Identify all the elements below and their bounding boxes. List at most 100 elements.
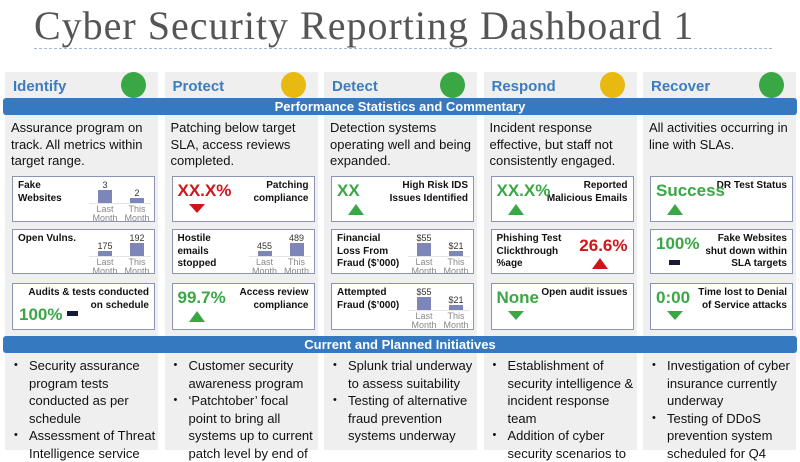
- status-indicator-amber: [281, 72, 306, 98]
- bar-category-label: Last Month: [90, 205, 120, 222]
- page-title: Cyber Security Reporting Dashboard 1: [34, 2, 694, 49]
- bar-value-label: $21: [446, 295, 466, 305]
- bar-value-label: 2: [127, 188, 147, 198]
- initiative-item: Customer security awareness program: [171, 357, 318, 392]
- initiative-item: Establishment of security intelligence &…: [490, 357, 637, 427]
- status-indicator-amber: [600, 72, 625, 98]
- bar-category-label: Last Month: [409, 258, 439, 275]
- status-indicator-green: [759, 72, 784, 98]
- initiatives-list: Security assurance program tests conduct…: [11, 357, 158, 462]
- bar-value-label: $55: [414, 287, 434, 297]
- metric-label: Hostile emails stopped: [178, 233, 244, 271]
- trend-down-icon: [508, 311, 524, 320]
- metric-value: Success: [656, 181, 725, 201]
- commentary-text: All activities occurring in line with SL…: [649, 120, 795, 153]
- metric-card: Phishing Test Clickthrough %age 26.6%: [491, 229, 634, 274]
- bar-value-label: 192: [127, 233, 147, 243]
- initiatives-list: Splunk trial underway to assess suitabil…: [330, 357, 477, 445]
- metric-value: 99.7%: [178, 288, 226, 308]
- column-detect: Detect Detection systems operating well a…: [324, 72, 477, 450]
- metric-card: Fake Websites shut down within SLA targe…: [650, 229, 793, 274]
- column-header: Protect: [173, 78, 225, 95]
- metric-label: Phishing Test Clickthrough %age: [497, 233, 571, 271]
- chart-bar: [449, 251, 463, 256]
- metric-label: Open Vulns.: [18, 233, 84, 246]
- bar-category-label: Last Month: [90, 258, 120, 275]
- flat-indicator-icon: [67, 311, 78, 316]
- metric-label: Reported Malicious Emails: [538, 180, 628, 205]
- bar-category-label: This Month: [282, 258, 312, 275]
- metric-card: Hostile emails stopped 455 Last Month 489 Th…: [172, 229, 315, 274]
- performance-band: Performance Statistics and Commentary: [3, 98, 797, 115]
- initiative-item: Testing of alternative fraud prevention …: [330, 392, 477, 445]
- trend-down-icon: [667, 311, 683, 320]
- trend-up-icon: [667, 204, 683, 215]
- metric-value: 100%: [656, 234, 699, 254]
- initiative-item: Security assurance program tests conduct…: [11, 357, 158, 427]
- chart-bar: [130, 198, 144, 203]
- bar-category-label: This Month: [122, 258, 152, 275]
- column-header: Respond: [492, 78, 556, 95]
- initiatives-list: Customer security awareness program‘Patc…: [171, 357, 318, 462]
- metric-value: 26.6%: [579, 236, 627, 256]
- metric-label: Access review compliance: [219, 287, 309, 312]
- chart-bar: [130, 243, 144, 256]
- initiative-item: ‘Patchtober’ focal point to bring all sy…: [171, 392, 318, 462]
- initiatives-band: Current and Planned Initiatives: [3, 336, 797, 353]
- metric-label: Fake Websites: [18, 180, 84, 205]
- metric-label: Attempted Fraud ($’000): [337, 287, 403, 312]
- chart-bar: [290, 243, 304, 256]
- metric-card: Time lost to Denial of Service attacks 0:…: [650, 283, 793, 330]
- flat-indicator-icon: [669, 260, 680, 265]
- bar-category-label: Last Month: [250, 258, 280, 275]
- chart-bar: [98, 190, 112, 203]
- metric-label: Patching compliance: [219, 180, 309, 205]
- bar-value-label: 489: [287, 233, 307, 243]
- status-indicator-green: [121, 72, 146, 98]
- title-divider: [34, 48, 772, 49]
- bar-value-label: 455: [255, 241, 275, 251]
- column-respond: Respond Incident response effective, but …: [484, 72, 637, 450]
- commentary-text: Assurance program on track. All metrics …: [11, 120, 157, 170]
- metric-value: None: [497, 288, 540, 308]
- initiative-item: Addition of cyber security scenarios to: [490, 427, 637, 462]
- chart-bar: [417, 243, 431, 256]
- metric-card: Attempted Fraud ($’000) $55 Last Month $21 T…: [331, 283, 474, 330]
- bar-category-label: Last Month: [409, 312, 439, 329]
- metric-label: Time lost to Denial of Service attacks: [697, 287, 787, 312]
- initiative-item: Testing of DDoS prevention system schedu…: [649, 410, 796, 462]
- bar-category-label: This Month: [441, 312, 471, 329]
- commentary-text: Detection systems operating well and bei…: [330, 120, 476, 170]
- trend-up-icon: [592, 258, 608, 269]
- metric-value: XX.X%: [178, 181, 232, 201]
- metric-label: Open audit issues: [538, 287, 628, 300]
- bar-value-label: $55: [414, 233, 434, 243]
- metric-label: High Risk IDS Issues Identified: [378, 180, 468, 205]
- status-indicator-green: [440, 72, 465, 98]
- column-header: Recover: [651, 78, 710, 95]
- column-header: Identify: [13, 78, 66, 95]
- bar-value-label: 3: [95, 180, 115, 190]
- initiatives-list: Establishment of security intelligence &…: [490, 357, 637, 462]
- column-identify: Identify Assurance program on track. All …: [5, 72, 158, 450]
- column-recover: Recover All activities occurring in line …: [643, 72, 796, 450]
- commentary-text: Incident response effective, but staff n…: [490, 120, 636, 170]
- chart-bar: [417, 297, 431, 310]
- metric-label: Fake Websites shut down within SLA targe…: [697, 233, 787, 271]
- bar-category-label: This Month: [122, 205, 152, 222]
- initiatives-list: Investigation of cyber insurance current…: [649, 357, 796, 462]
- column-header: Detect: [332, 78, 378, 95]
- metric-value: 0:00: [656, 288, 690, 308]
- chart-bar: [98, 251, 112, 256]
- bar-value-label: $21: [446, 241, 466, 251]
